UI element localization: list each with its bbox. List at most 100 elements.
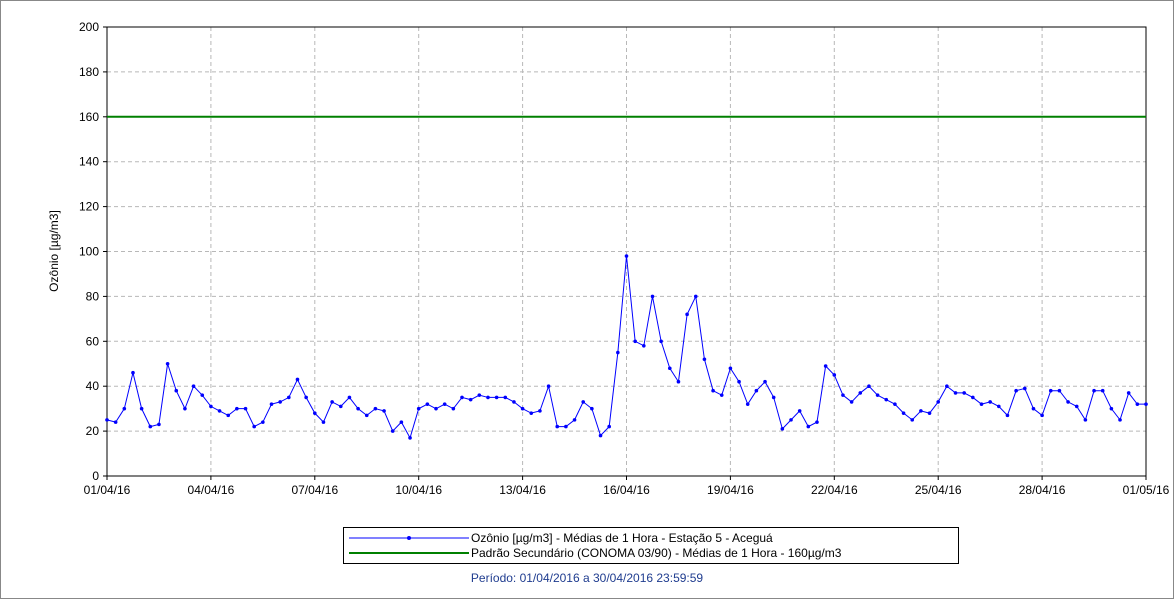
data-point: [183, 406, 187, 411]
data-point: [408, 436, 412, 440]
x-tick-label: 16/04/16: [603, 483, 650, 497]
x-tick-label: 25/04/16: [915, 483, 962, 497]
data-point: [754, 388, 759, 393]
data-point: [719, 393, 724, 397]
data-point: [1144, 402, 1148, 406]
y-tick-label: 120: [79, 200, 99, 214]
data-point: [633, 339, 637, 344]
y-tick-label: 60: [86, 334, 100, 348]
data-point: [893, 402, 897, 406]
data-point: [598, 433, 603, 438]
data-point: [858, 391, 863, 395]
data-point: [823, 364, 828, 368]
data-point: [1135, 402, 1140, 406]
x-tick-label: 13/04/16: [499, 483, 546, 497]
period-text: Período: 01/04/2016 a 30/04/2016 23:59:5…: [471, 571, 704, 585]
data-point: [953, 391, 958, 395]
data-point: [1109, 406, 1114, 411]
data-point: [174, 388, 179, 393]
data-point: [278, 400, 282, 404]
data-point: [815, 420, 819, 424]
data-point: [875, 393, 880, 397]
data-point: [884, 397, 889, 402]
data-point: [165, 361, 170, 366]
data-point: [1126, 391, 1131, 395]
y-tick-label: 200: [79, 20, 99, 34]
data-point: [1048, 388, 1053, 393]
data-point: [616, 350, 620, 355]
y-tick-label: 80: [86, 289, 100, 303]
data-point: [434, 406, 438, 411]
data-point: [486, 395, 490, 400]
data-point: [685, 312, 689, 317]
data-point: [356, 406, 360, 411]
data-point: [209, 404, 213, 409]
y-tick-label: 100: [79, 245, 99, 259]
legend-marker: [407, 536, 411, 540]
data-point: [200, 393, 205, 397]
data-point: [287, 395, 291, 400]
data-point: [789, 418, 793, 422]
data-point: [979, 402, 984, 406]
data-point: [650, 294, 655, 299]
data-point: [1100, 388, 1105, 393]
data-point: [191, 384, 196, 389]
x-tick-label: 04/04/16: [188, 483, 235, 497]
data-point: [1083, 418, 1088, 422]
data-point: [780, 427, 785, 431]
data-point: [529, 411, 534, 415]
data-point: [226, 413, 231, 418]
data-point: [806, 424, 811, 429]
data-point: [849, 400, 854, 404]
data-point: [460, 395, 464, 400]
data-point: [745, 402, 750, 406]
data-point: [338, 404, 343, 409]
data-point: [1057, 388, 1062, 393]
y-tick-label: 0: [92, 469, 99, 483]
data-point: [442, 402, 447, 406]
data-point: [1092, 388, 1096, 393]
data-point: [373, 406, 378, 411]
data-point: [546, 384, 551, 389]
legend-label: Ozônio [µg/m3] - Médias de 1 Hora - Esta…: [471, 531, 773, 545]
data-point: [667, 366, 672, 371]
data-point: [122, 406, 127, 411]
data-point: [313, 411, 317, 415]
data-point: [910, 418, 915, 422]
data-point: [252, 424, 256, 429]
data-point: [1022, 386, 1027, 391]
data-point: [330, 400, 334, 404]
data-point: [494, 395, 499, 400]
y-tick-label: 20: [86, 424, 100, 438]
data-point: [711, 388, 715, 393]
data-point: [607, 424, 611, 429]
data-point: [797, 409, 802, 413]
data-point: [997, 404, 1001, 409]
data-point: [919, 409, 923, 413]
data-point: [131, 370, 135, 375]
legend-box: [343, 527, 959, 564]
data-point: [399, 420, 404, 424]
data-point: [243, 406, 248, 411]
data-point: [295, 377, 300, 382]
data-point: [1031, 406, 1036, 411]
data-point: [347, 395, 352, 400]
data-point: [321, 420, 326, 424]
data-point: [261, 420, 265, 424]
x-tick-label: 01/05/16: [1123, 483, 1170, 497]
data-point: [1074, 404, 1079, 409]
data-point: [590, 406, 594, 411]
data-point: [157, 422, 161, 427]
data-point: [503, 395, 508, 400]
data-point: [901, 411, 906, 415]
data-point: [1040, 413, 1044, 418]
legend-label: Padrão Secundário (CONOMA 03/90) - Média…: [471, 546, 842, 560]
data-point: [737, 379, 741, 384]
data-point: [659, 339, 663, 344]
data-point: [235, 406, 239, 411]
data-point: [927, 411, 932, 415]
data-point: [771, 395, 776, 400]
data-point: [382, 409, 386, 413]
